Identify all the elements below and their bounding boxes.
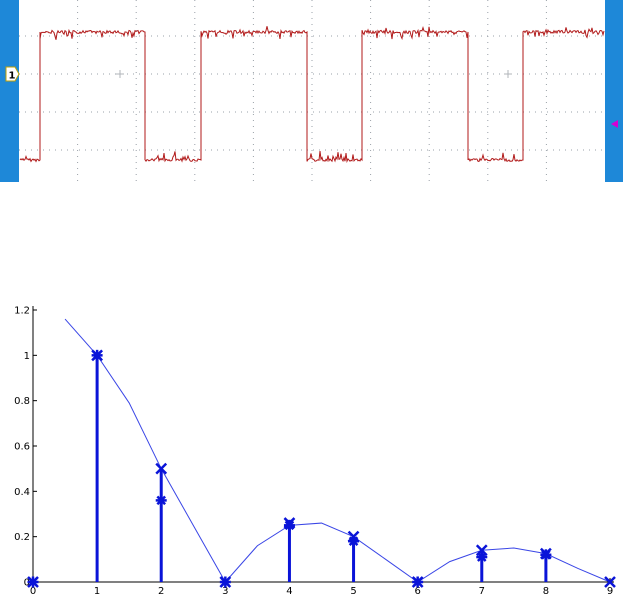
star-marker bbox=[540, 549, 552, 561]
y-tick-label: 1 bbox=[24, 351, 30, 362]
y-tick-label: 1.2 bbox=[14, 306, 30, 317]
star-marker bbox=[476, 551, 488, 563]
y-tick-label: 0.8 bbox=[14, 396, 30, 407]
waveform-trace bbox=[19, 26, 605, 164]
y-tick-label: 0.6 bbox=[14, 442, 30, 453]
x-tick-label: 9 bbox=[607, 586, 613, 597]
channel-1-label: 1 bbox=[9, 71, 16, 82]
x-tick-label: 5 bbox=[350, 586, 356, 597]
star-markers bbox=[27, 349, 552, 588]
x-tick-label: 4 bbox=[286, 586, 292, 597]
channel-1-marker[interactable]: 1 bbox=[5, 66, 20, 82]
x-tick-label: 8 bbox=[543, 586, 549, 597]
x-marker bbox=[155, 462, 168, 475]
x-tick-label: 7 bbox=[479, 586, 485, 597]
star-marker bbox=[91, 349, 103, 361]
stems bbox=[95, 355, 548, 582]
x-tick-label: 2 bbox=[158, 586, 164, 597]
x-marker bbox=[604, 576, 616, 588]
axes: 0 0.2 0.4 0.6 0.8 1 1.2 0 1 2 3 4 5 6 7 8 9 bbox=[14, 306, 614, 597]
star-marker bbox=[27, 576, 39, 588]
envelope-line bbox=[64, 318, 611, 583]
oscilloscope-display: 1 bbox=[0, 0, 623, 182]
x-tick-label: 6 bbox=[414, 586, 420, 597]
scope-right-bar bbox=[605, 0, 623, 182]
x-markers bbox=[27, 349, 616, 588]
x-tick-label: 1 bbox=[94, 586, 100, 597]
trigger-level-marker[interactable] bbox=[611, 120, 618, 128]
stem-plot: 0 0.2 0.4 0.6 0.8 1 1.2 0 1 2 3 4 5 6 7 8 9 bbox=[14, 306, 616, 597]
y-tick-label: 0.2 bbox=[14, 532, 30, 543]
star-marker bbox=[412, 576, 424, 588]
scope-left-bar bbox=[0, 0, 19, 182]
y-tick-label: 0.4 bbox=[14, 487, 30, 498]
star-marker bbox=[283, 519, 295, 531]
x-tick-label: 0 bbox=[30, 586, 36, 597]
star-marker bbox=[348, 535, 360, 547]
x-tick-label: 3 bbox=[222, 586, 228, 597]
star-marker bbox=[155, 494, 167, 506]
y-tick-label: 0 bbox=[24, 578, 30, 589]
star-marker bbox=[219, 576, 231, 588]
